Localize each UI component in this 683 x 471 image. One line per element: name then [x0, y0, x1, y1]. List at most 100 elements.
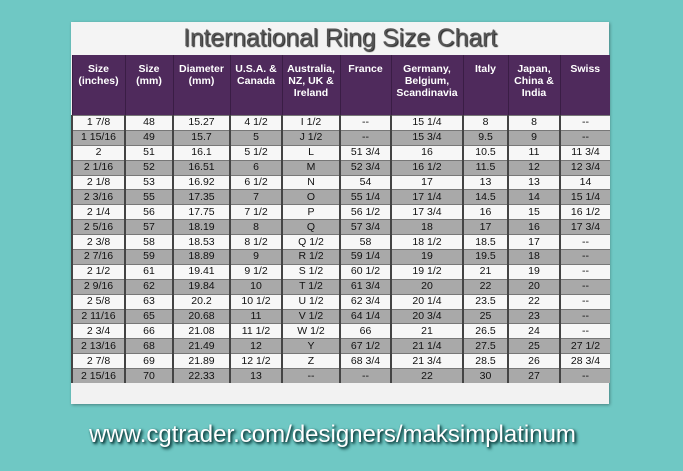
table-cell: 27 1/2 [559, 338, 610, 354]
table-cell: 18 [507, 249, 560, 265]
table-cell: -- [559, 293, 610, 310]
table-cell: -- [559, 368, 610, 384]
table-cell: -- [281, 368, 340, 384]
table-cell: 19 [507, 263, 560, 280]
table-cell: 8 [507, 115, 560, 131]
table-cell: 54 [339, 174, 391, 190]
table-cell: 68 [124, 338, 173, 354]
table-cell: 16 [390, 144, 463, 161]
table-cell: 17.35 [172, 189, 230, 205]
table-cell: 8 1/2 [229, 234, 282, 250]
table-cell: 2 15/16 [71, 368, 125, 384]
table-cell: 49 [124, 129, 173, 146]
table-row: 2 3/16 55 17.35 7 O 55 1/4 17 1/4 14.5 14 15 1/4 [71, 189, 610, 205]
table-cell: 10 [229, 278, 282, 295]
table-cell: 66 [339, 323, 391, 339]
table-row: 2 5/16 57 18.19 8 Q 57 3/4 18 17 16 17 3/4 [71, 219, 610, 235]
header-row: Size (inches) Size (mm) Diameter (mm) U.S.A… [71, 55, 610, 116]
table-cell: 9 [507, 129, 560, 146]
table-cell: 61 [124, 263, 173, 280]
table-cell: -- [559, 308, 610, 324]
table-cell: 21.49 [172, 338, 230, 354]
column-header: Size (mm) [124, 55, 173, 116]
table-cell: 2 3/16 [71, 189, 125, 205]
table-cell: 17.75 [172, 204, 230, 220]
column-header: France [339, 55, 391, 116]
table-cell: 21 [462, 263, 508, 280]
table-cell: -- [339, 115, 391, 131]
table-body: 1 7/8 48 15.27 4 1/2 I 1/2 -- 15 1/4 8 8 -- 1 15/1… [71, 115, 610, 384]
table-cell: 51 [124, 144, 173, 161]
table-cell: 11 [507, 144, 560, 161]
table-cell: Y [281, 338, 340, 354]
table-cell: 9.5 [462, 129, 508, 146]
table-row: 2 1/4 56 17.75 7 1/2 P 56 1/2 17 3/4 16 15 16 1/2 [71, 204, 610, 220]
ring-size-chart: International Ring Size Chart Size (inch… [71, 22, 610, 404]
table-cell: 69 [124, 353, 173, 369]
table-row: 2 7/8 69 21.89 12 1/2 Z 68 3/4 21 3/4 28.5 26 28 … [71, 353, 610, 369]
table-cell: U 1/2 [281, 293, 340, 310]
table-cell: 18 [390, 219, 463, 235]
table-cell: N [281, 174, 340, 190]
table-cell: 8 [229, 219, 282, 235]
table-cell: 9 [229, 249, 282, 265]
table-cell: 16 1/2 [390, 159, 463, 176]
table-cell: 52 3/4 [339, 159, 391, 176]
table-cell: 18.19 [172, 219, 230, 235]
table-cell: 2 1/16 [71, 159, 125, 176]
table-cell: 51 3/4 [339, 144, 391, 161]
table-cell: 70 [124, 368, 173, 384]
table-cell: 9 1/2 [229, 263, 282, 280]
chart-title: International Ring Size Chart [71, 22, 609, 55]
table-cell: -- [339, 368, 391, 384]
table-cell: 2 7/8 [71, 353, 125, 369]
table-cell: 14 [559, 174, 610, 190]
table-cell: 18.53 [172, 234, 230, 250]
table-cell: 22 [462, 278, 508, 295]
table-cell: -- [559, 249, 610, 265]
table-cell: 12 [507, 159, 560, 176]
table-cell: V 1/2 [281, 308, 340, 324]
table-cell: 18.89 [172, 249, 230, 265]
table-cell: 20 1/4 [390, 293, 463, 310]
table-cell: 15 [507, 204, 560, 220]
table-row: 2 11/16 65 20.68 11 V 1/2 64 1/4 20 3/4 25 23 -- [71, 308, 610, 324]
table-cell: 2 3/8 [71, 234, 125, 250]
table-row: 1 7/8 48 15.27 4 1/2 I 1/2 -- 15 1/4 8 8 -- [71, 115, 610, 131]
table-cell: 66 [124, 323, 173, 339]
table-cell: 12 3/4 [559, 159, 610, 176]
column-header: Diameter (mm) [172, 55, 230, 116]
table-cell: 21.89 [172, 353, 230, 369]
table-cell: 59 1/4 [339, 249, 391, 265]
table-cell: 10 1/2 [229, 293, 282, 310]
table-cell: 4 1/2 [229, 115, 282, 131]
table-cell: 20 [507, 278, 560, 295]
table-cell: 64 1/4 [339, 308, 391, 324]
table-cell: 56 1/2 [339, 204, 391, 220]
footer-url: www.cgtrader.com/designers/maksimplatinu… [89, 421, 576, 448]
table-cell: 20.68 [172, 308, 230, 324]
table-cell: 58 [339, 234, 391, 250]
table-cell: O [281, 189, 340, 205]
table-cell: 56 [124, 204, 173, 220]
table-cell: 2 1/8 [71, 174, 125, 190]
table-cell: 62 [124, 278, 173, 295]
table-cell: 23.5 [462, 293, 508, 310]
table-cell: 1 15/16 [71, 129, 125, 146]
table-cell: 21 3/4 [390, 353, 463, 369]
table-cell: 19 1/2 [390, 263, 463, 280]
table-cell: 53 [124, 174, 173, 190]
table-cell: M [281, 159, 340, 176]
table-cell: 13 [462, 174, 508, 190]
table-cell: 11.5 [462, 159, 508, 176]
table-cell: 2 5/16 [71, 219, 125, 235]
table-cell: 62 3/4 [339, 293, 391, 310]
table-cell: -- [559, 278, 610, 295]
column-header: Swiss [559, 55, 610, 116]
column-header: Italy [462, 55, 508, 116]
table-cell: Z [281, 353, 340, 369]
table-cell: 15.27 [172, 115, 230, 131]
table-cell: 17 [390, 174, 463, 190]
table-cell: 25 [507, 338, 560, 354]
table-cell: 10.5 [462, 144, 508, 161]
